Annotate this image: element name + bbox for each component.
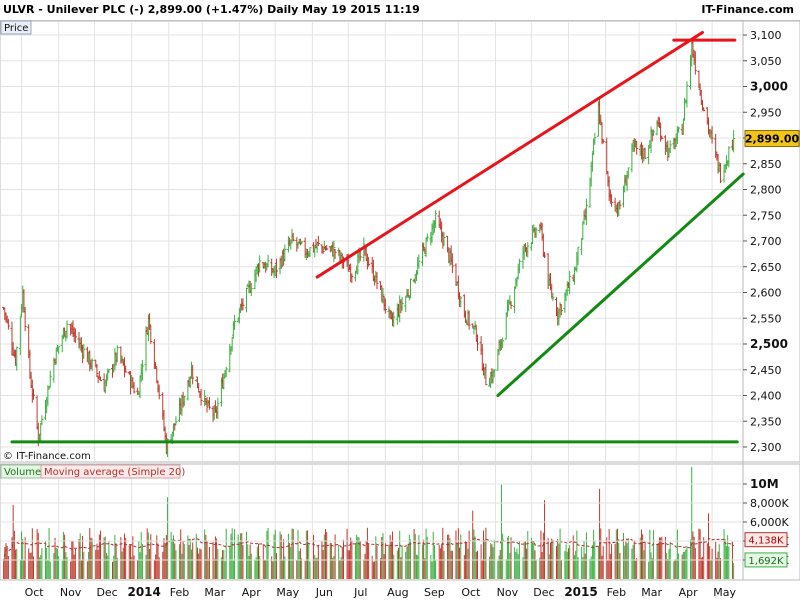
x-tick-label: Feb xyxy=(170,586,189,599)
y-tick-label: 2,500 xyxy=(750,337,788,351)
x-tick-label: Mar xyxy=(641,586,662,599)
last-price-marker xyxy=(744,130,800,148)
price-tab xyxy=(0,20,32,35)
vol-y-tick-label: 8,000K xyxy=(750,497,789,510)
y-tick-label: 2,350 xyxy=(750,415,782,428)
y-tick-label: 2,850 xyxy=(750,158,782,171)
chart-header: ULVR - Unilever PLC (-) 2,899.00 (+1.47%… xyxy=(0,0,800,21)
site-name: IT-Finance.com xyxy=(701,3,794,16)
y-tick-label: 2,600 xyxy=(750,287,782,300)
x-axis: Oct Nov Dec 2014 Feb Mar Apr May Jun Jul Aug Sep Oct… xyxy=(21,22,736,599)
trendline-resistance-channel xyxy=(315,30,705,279)
vol-y-tick-label: 6,000K xyxy=(750,516,789,529)
x-tick-label: Apr xyxy=(242,586,262,599)
ma-legend-box xyxy=(40,464,181,479)
y-tick-label: 3,050 xyxy=(750,55,782,68)
last-volume-marker xyxy=(744,552,788,568)
y-tick-label: 2,400 xyxy=(750,390,782,403)
last-price-label: 2,899.00 xyxy=(745,133,800,146)
x-tick-label: Dec xyxy=(96,586,117,599)
x-tick-label: Oct xyxy=(461,586,481,599)
x-tick-label: 2015 xyxy=(564,585,597,599)
last-volume-label: 1,692K xyxy=(748,556,784,567)
y-tick-label: 2,750 xyxy=(750,209,782,222)
y-tick-label: 3,100 xyxy=(750,29,782,42)
trendline-support-channel xyxy=(496,172,745,397)
moving-average-line xyxy=(3,537,735,562)
x-tick-label: May xyxy=(276,586,299,599)
x-tick-label: Feb xyxy=(607,586,626,599)
ma-value-marker xyxy=(744,532,788,548)
copyright-label: © IT-Finance.com xyxy=(3,451,91,462)
y-tick-label: 2,550 xyxy=(750,312,782,325)
y-tick-label: 2,650 xyxy=(750,261,782,274)
x-tick-label: Aug xyxy=(387,586,408,599)
x-tick-label: Jul xyxy=(353,586,367,599)
ma-value-label: 4,138K xyxy=(748,536,784,547)
y-tick-label: 2,700 xyxy=(750,235,782,248)
y-tick-label: 2,300 xyxy=(750,441,782,454)
x-tick-label: May xyxy=(713,586,736,599)
price-tab-label: Price xyxy=(4,23,28,34)
vol-y-tick-label: 10M xyxy=(750,477,779,491)
x-tick-label: Apr xyxy=(679,586,699,599)
ma-legend-label: Moving average (Simple 20) xyxy=(44,467,185,478)
x-tick-label: Nov xyxy=(60,586,82,599)
x-tick-label: Oct xyxy=(25,586,45,599)
x-tick-label: 2014 xyxy=(127,585,160,599)
chart-title: ULVR - Unilever PLC (-) 2,899.00 (+1.47%… xyxy=(3,3,420,16)
x-tick-label: Dec xyxy=(533,586,554,599)
x-tick-label: Nov xyxy=(497,586,519,599)
x-tick-label: Jun xyxy=(315,586,333,599)
x-tick-label: Sep xyxy=(424,586,445,599)
y-tick-label: 2,800 xyxy=(750,184,782,197)
y-tick-label: 2,450 xyxy=(750,364,782,377)
y-tick-label: 2,950 xyxy=(750,106,782,119)
volume-legend-label: Volume xyxy=(4,467,41,478)
x-tick-label: Mar xyxy=(204,586,225,599)
y-tick-label: 3,000 xyxy=(750,80,788,94)
